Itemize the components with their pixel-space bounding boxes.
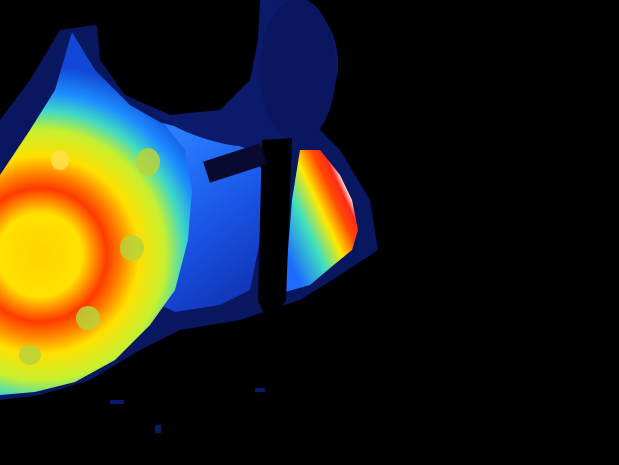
wheel-bolt-holes <box>19 148 160 365</box>
dark-void <box>95 0 260 115</box>
cylinder-end <box>260 0 336 142</box>
dark-post <box>258 138 292 330</box>
hot-patch <box>285 150 358 292</box>
wheel-region <box>0 32 192 395</box>
cold-specks <box>110 388 265 433</box>
dark-bar <box>203 143 267 183</box>
